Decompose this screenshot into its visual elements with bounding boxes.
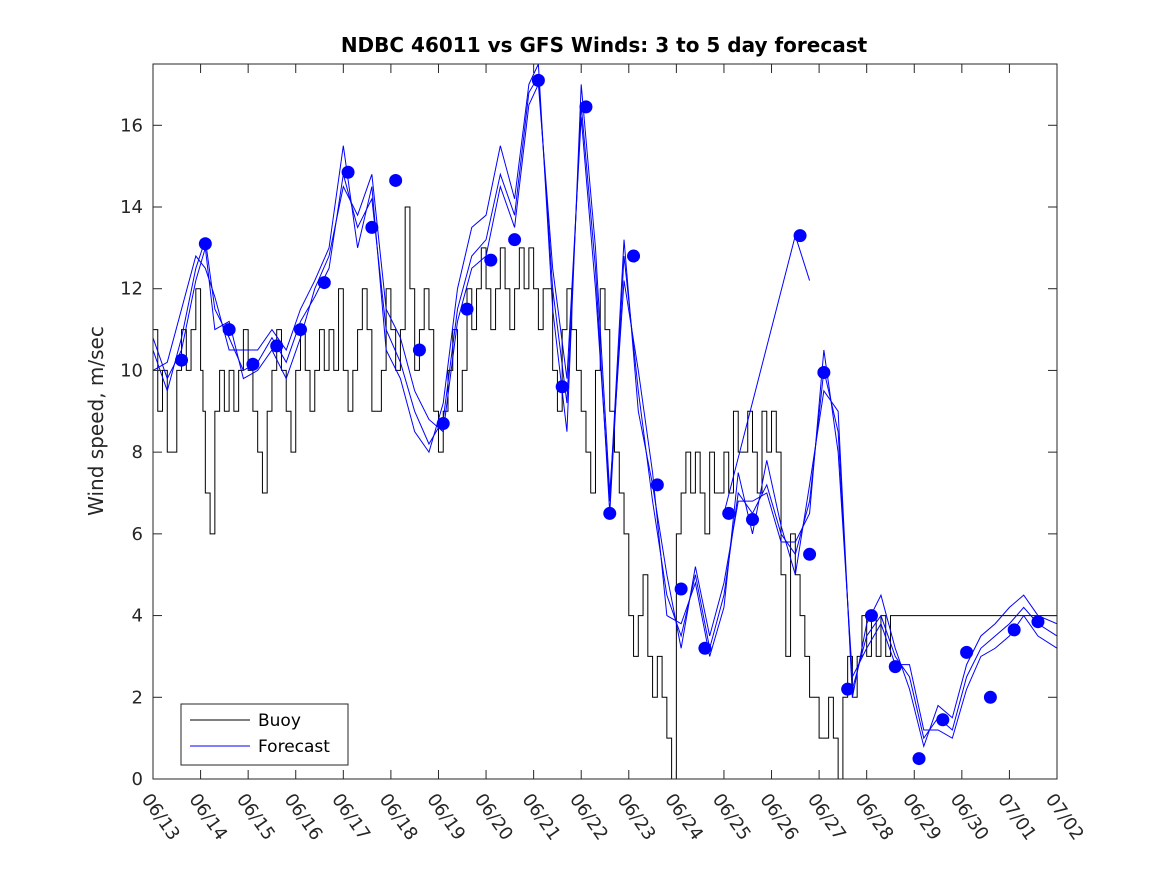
forecast-marker-point: [579, 100, 593, 114]
forecast-marker-point: [175, 353, 189, 367]
forecast-marker-point: [960, 645, 974, 659]
forecast-marker-point: [803, 547, 817, 561]
y-tick-label: 16: [120, 115, 143, 136]
forecast-marker-point: [841, 682, 855, 696]
y-axis-label: Wind speed, m/sec: [84, 326, 108, 516]
legend-box: [180, 703, 349, 766]
forecast-marker-point: [603, 506, 617, 520]
forecast-marker-point: [270, 339, 284, 353]
forecast-marker-layer: [175, 73, 1045, 766]
legend-buoy-label: Buoy: [258, 711, 301, 731]
forecast-marker-point: [745, 513, 759, 527]
forecast-marker-point: [222, 323, 236, 337]
plot-area: [153, 64, 1057, 779]
forecast-marker-point: [460, 302, 474, 316]
forecast-marker-point: [555, 380, 569, 394]
y-tick-label: 2: [132, 687, 143, 708]
forecast-marker-point: [864, 609, 878, 623]
forecast-marker-point: [436, 417, 450, 431]
forecast-marker-point: [341, 165, 355, 179]
buoy-series-line: [153, 206, 1057, 779]
forecast-marker-point: [293, 323, 307, 337]
legend: Buoy Forecast: [180, 703, 349, 766]
chart-title: NDBC 46011 vs GFS Winds: 3 to 5 day fore…: [341, 33, 868, 57]
buoy-series-layer: [153, 206, 1057, 779]
forecast-marker-point: [627, 249, 641, 263]
y-tick-label: 12: [120, 279, 143, 300]
forecast-marker-point: [1031, 615, 1045, 629]
forecast-marker-point: [484, 253, 498, 267]
forecast-marker-point: [412, 343, 426, 357]
forecast-marker-point: [888, 660, 902, 674]
y-tick-label: 8: [132, 442, 143, 463]
forecast-marker-point: [317, 276, 331, 290]
legend-forecast-label: Forecast: [258, 737, 330, 757]
forecast-marker-point: [198, 237, 212, 251]
forecast-marker-point: [983, 690, 997, 704]
forecast-series-line: [153, 64, 1057, 749]
forecast-marker-point: [936, 713, 950, 727]
forecast-marker-point: [246, 357, 260, 371]
y-axis-ticks: 0 2 4 6 8 10 12 14 16: [120, 115, 1057, 790]
axes-box: [152, 63, 1058, 780]
forecast-marker-point: [531, 73, 545, 87]
forecast-marker-point: [650, 478, 664, 492]
y-tick-label: 6: [132, 524, 143, 545]
forecast-marker-point: [912, 752, 926, 766]
forecast-marker-point: [793, 229, 807, 243]
y-tick-label: 14: [120, 197, 143, 218]
forecast-marker-point: [389, 173, 403, 187]
forecast-marker-point: [698, 641, 712, 655]
forecast-marker-point: [817, 365, 831, 379]
forecast-marker-point: [722, 506, 736, 520]
forecast-marker-point: [674, 582, 688, 596]
forecast-marker-point: [365, 220, 379, 234]
forecast-marker-point: [508, 233, 522, 247]
y-tick-label: 0: [132, 769, 143, 790]
y-tick-label: 10: [120, 360, 143, 381]
forecast-marker-point: [1007, 623, 1021, 637]
y-tick-label: 4: [132, 606, 143, 627]
